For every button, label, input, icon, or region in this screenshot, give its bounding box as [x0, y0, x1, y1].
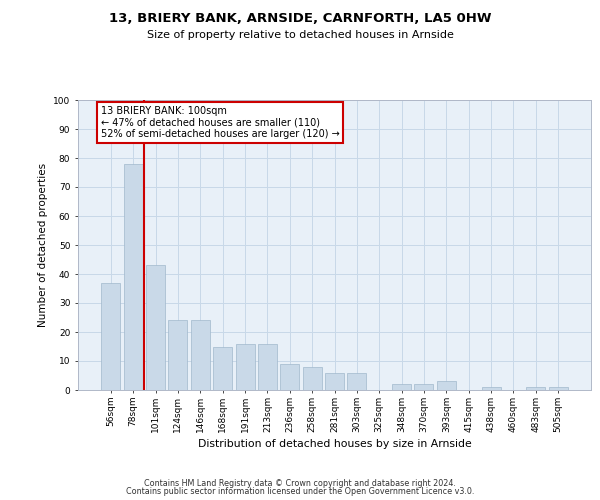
Bar — [302, 367, 322, 390]
Bar — [548, 387, 568, 390]
Bar — [169, 320, 187, 390]
Y-axis label: Number of detached properties: Number of detached properties — [38, 163, 47, 327]
Bar — [236, 344, 254, 390]
Text: 13 BRIERY BANK: 100sqm
← 47% of detached houses are smaller (110)
52% of semi-de: 13 BRIERY BANK: 100sqm ← 47% of detached… — [101, 106, 340, 139]
Text: Contains public sector information licensed under the Open Government Licence v3: Contains public sector information licen… — [126, 487, 474, 496]
Bar — [124, 164, 143, 390]
Text: 13, BRIERY BANK, ARNSIDE, CARNFORTH, LA5 0HW: 13, BRIERY BANK, ARNSIDE, CARNFORTH, LA5… — [109, 12, 491, 26]
Bar — [146, 266, 165, 390]
Bar — [482, 387, 500, 390]
Bar — [191, 320, 210, 390]
Bar — [325, 372, 344, 390]
Text: Size of property relative to detached houses in Arnside: Size of property relative to detached ho… — [146, 30, 454, 40]
Bar — [347, 372, 367, 390]
Bar — [526, 387, 545, 390]
X-axis label: Distribution of detached houses by size in Arnside: Distribution of detached houses by size … — [197, 439, 472, 449]
Text: Contains HM Land Registry data © Crown copyright and database right 2024.: Contains HM Land Registry data © Crown c… — [144, 478, 456, 488]
Bar — [392, 384, 411, 390]
Bar — [280, 364, 299, 390]
Bar — [101, 282, 121, 390]
Bar — [258, 344, 277, 390]
Bar — [437, 382, 456, 390]
Bar — [415, 384, 433, 390]
Bar — [213, 346, 232, 390]
